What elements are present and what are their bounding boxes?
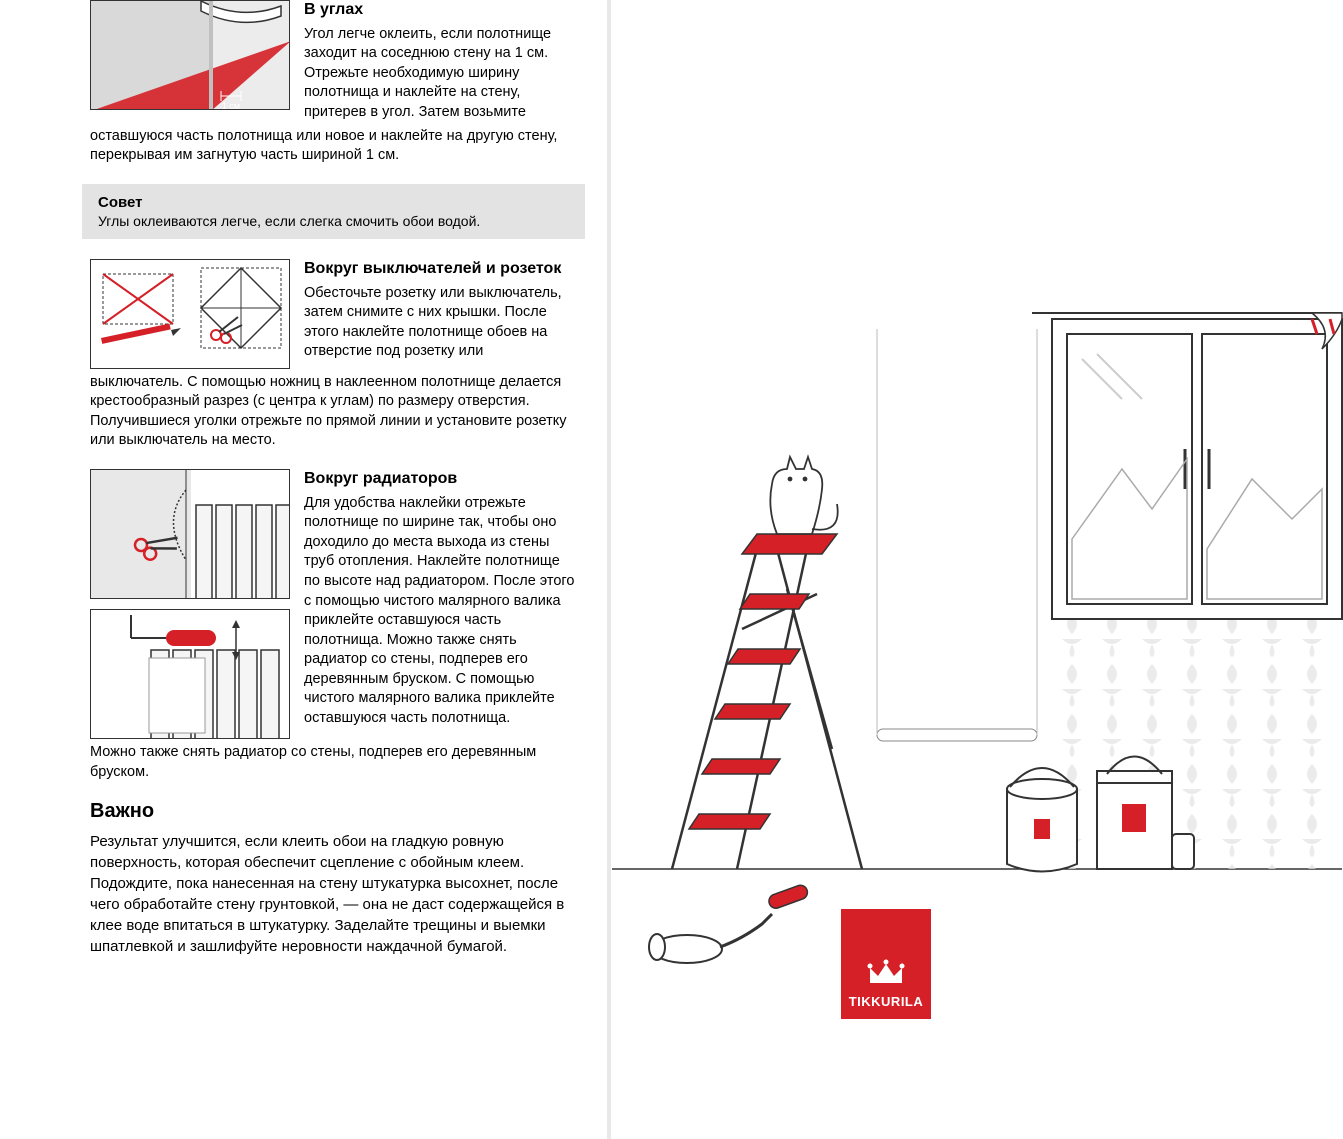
tip-body: Углы оклеиваются легче, если слегка смоч… [98,213,569,229]
page-container: 1 см В углах Угол легче оклеить, если по… [0,0,1343,1139]
section-corners: 1 см В углах Угол легче оклеить, если по… [90,0,577,166]
tip-title: Совет [98,194,569,211]
heading-radiators: Вокруг радиаторов [304,469,577,490]
text-radiators-lead: Для удобства наклейки отрежьте полотнище… [304,494,577,729]
brand-badge: TIKKURILA [841,909,931,1019]
text-important: Результат улучшится, если клеить обои на… [90,831,577,957]
heading-important: Важно [90,800,577,823]
instructions-panel: 1 см В углах Угол легче оклеить, если по… [0,0,607,1139]
scene-illustration [611,309,1343,1009]
brand-name: TIKKURILA [849,994,924,1009]
text-corners-lead: Угол легче оклеить, если полотнище заход… [304,25,577,123]
diagram-outlets [90,259,290,369]
tip-box: Совет Углы оклеиваются легче, если слегк… [82,184,585,239]
diagram-radiator-roller [90,609,290,739]
crown-icon [866,958,906,988]
text-corners-cont: оставшуюся часть полотнища или новое и н… [90,127,577,166]
section-important: Важно Результат улучшится, если клеить о… [90,800,577,957]
illustration-panel: TIKKURILA [611,0,1343,1139]
text-outlets-lead: Обесточьте розетку или выключатель, зате… [304,284,577,362]
section-outlets: Вокруг выключателей и розеток Обесточьте… [90,259,577,451]
text-outlets-cont: выключатель. С помощью ножниц в наклеенн… [90,373,577,451]
diagram-corner: 1 см [90,0,290,110]
section-radiators: Вокруг радиаторов Для удобства наклейки … [90,469,577,782]
heading-corners: В углах [304,0,577,21]
svg-text:1 см: 1 см [222,101,240,110]
diagram-radiator-cut [90,469,290,599]
text-radiators-cont: Можно также снять радиатор со стены, под… [90,743,577,782]
heading-outlets: Вокруг выключателей и розеток [304,259,577,280]
